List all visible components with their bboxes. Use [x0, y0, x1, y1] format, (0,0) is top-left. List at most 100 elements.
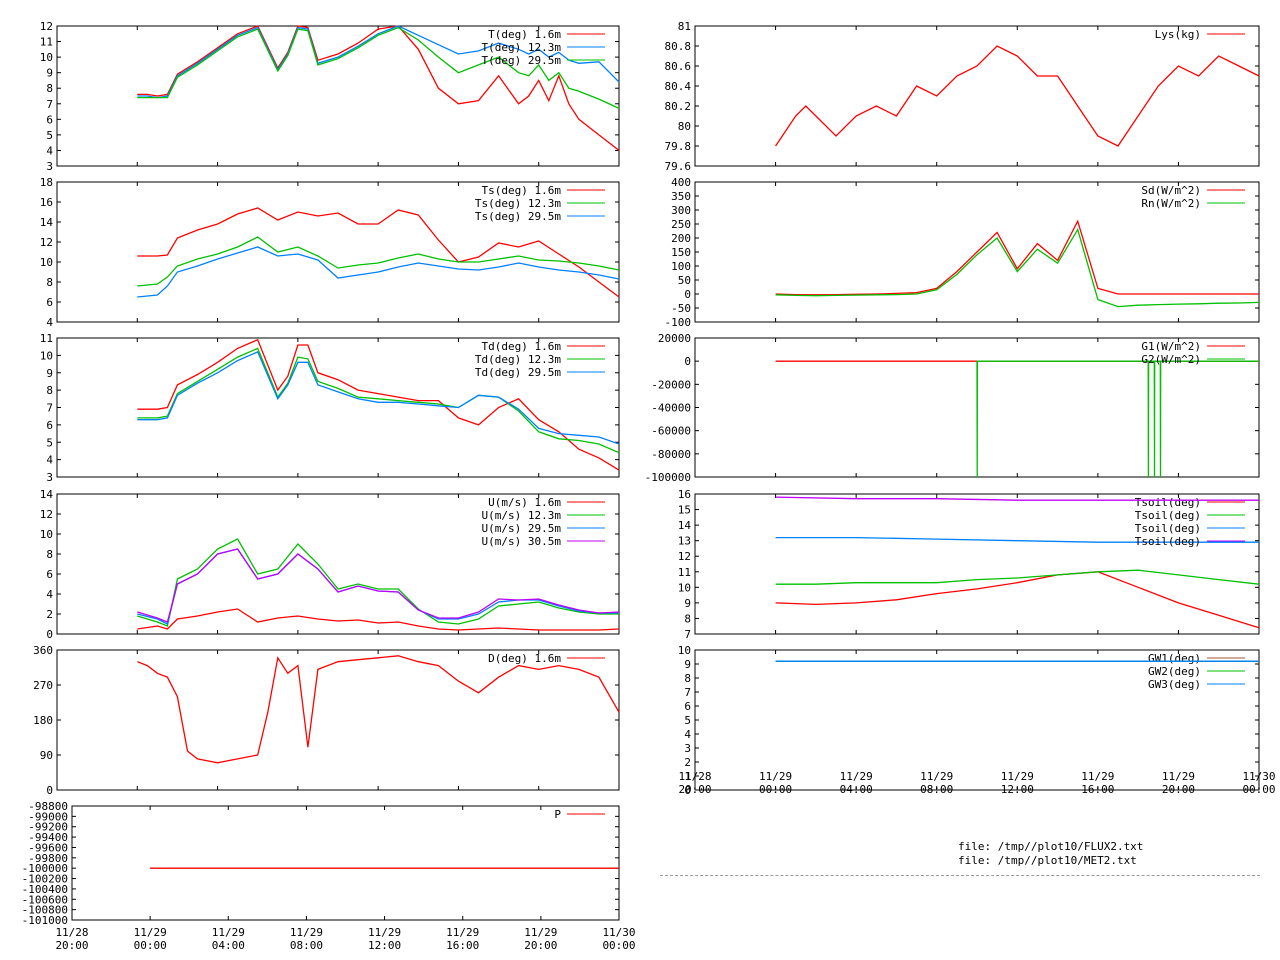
dew-temp-legend-label-2: Td(deg) 29.5m — [475, 366, 561, 379]
right-time-label: 08:00 — [920, 783, 953, 796]
wind-speed-series-2 — [137, 548, 619, 625]
dew-temp-series-0 — [137, 338, 620, 471]
lysimeter-ytick-label: 80.2 — [665, 100, 692, 113]
wind-speed-series-3 — [137, 548, 620, 623]
dew-temp-legend-label-0: Td(deg) 1.6m — [482, 340, 562, 353]
pressure-ytick-label: -100800 — [22, 904, 68, 917]
wind-speed-ytick-label: 2 — [46, 608, 53, 621]
soil-temp-series-0 — [775, 571, 1260, 629]
groundwater-legend-label-2: GW3(deg) — [1148, 678, 1201, 691]
sonic-temp-ytick-label: 6 — [46, 296, 53, 309]
soil-heat-ytick-label: -40000 — [651, 402, 691, 415]
radiation-series-1 — [775, 227, 1260, 308]
lysimeter-ytick-label: 81 — [678, 20, 691, 33]
left-time-label: 20:00 — [55, 939, 88, 952]
radiation-ytick-label: 350 — [671, 190, 691, 203]
pressure-ytick-label: -99000 — [28, 810, 68, 823]
pressure-ytick-label: -101000 — [22, 914, 68, 927]
radiation-ytick-label: -100 — [665, 316, 692, 329]
right-time-label: 20:00 — [1162, 783, 1195, 796]
right-time-label: 16:00 — [1081, 783, 1114, 796]
wind-dir-ytick-label: 90 — [40, 749, 53, 762]
wind-dir-ytick-label: 180 — [33, 714, 53, 727]
dew-temp-ytick-label: 7 — [46, 402, 53, 415]
soil-heat-ytick-label: -20000 — [651, 378, 691, 391]
dew-temp-ytick-label: 6 — [46, 419, 53, 432]
wind-speed-legend-label-2: U(m/s) 29.5m — [482, 522, 562, 535]
soil-temp-ytick-label: 16 — [678, 488, 691, 501]
soil-heat-ytick-label: -60000 — [651, 425, 691, 438]
groundwater-ytick-label: 8 — [684, 672, 691, 685]
right-time-label: 11/29 — [840, 770, 873, 783]
pressure-ytick-label: -100200 — [22, 873, 68, 886]
soil-temp-frame — [694, 493, 1260, 635]
air-temp-ytick-label: 11 — [40, 36, 53, 49]
right-time-label: 11/30 — [1242, 770, 1275, 783]
air-temp-ytick-label: 8 — [46, 82, 53, 95]
left-time-label: 11/28 — [55, 926, 88, 939]
wind-dir-ytick-label: 270 — [33, 679, 53, 692]
wind-speed-ytick-label: 0 — [46, 628, 53, 641]
soil-temp-ytick-label: 10 — [678, 581, 691, 594]
lysimeter-ytick-label: 80.6 — [665, 60, 692, 73]
lysimeter-ytick-label: 79.6 — [665, 160, 692, 173]
right-time-label: 11/28 — [678, 770, 711, 783]
air-temp-series-1 — [137, 25, 620, 99]
soil-temp-legend-label-0: Tsoil(deg) — [1135, 496, 1201, 509]
groundwater-legend-label-0: GW1(deg) — [1148, 652, 1201, 665]
right-time-label: 12:00 — [1001, 783, 1034, 796]
air-temp-ytick-label: 5 — [46, 129, 53, 142]
soil-temp-legend-label-2: Tsoil(deg) — [1135, 522, 1201, 535]
pressure-legend-label-0: P — [554, 808, 561, 821]
wind-speed-ytick-label: 4 — [46, 588, 53, 601]
radiation-legend-label-1: Rn(W/m^2) — [1141, 197, 1201, 210]
lysimeter-ytick-label: 80.4 — [665, 80, 692, 93]
groundwater-ytick-label: 2 — [684, 756, 691, 769]
file-info: file: /tmp//plot10/FLUX2.txt file: /tmp/… — [958, 840, 1143, 868]
soil-temp-legend-label-1: Tsoil(deg) — [1135, 509, 1201, 522]
right-time-label: 11/29 — [1081, 770, 1114, 783]
radiation-ytick-label: 200 — [671, 232, 691, 245]
pressure-ytick-label: -100000 — [22, 862, 68, 875]
wind-dir-frame — [56, 649, 620, 791]
right-time-label: 04:00 — [840, 783, 873, 796]
groundwater-ytick-label: 6 — [684, 700, 691, 713]
soil-temp-series-1 — [775, 569, 1260, 585]
radiation-ytick-label: 0 — [684, 288, 691, 301]
radiation-legend-label-0: Sd(W/m^2) — [1141, 184, 1201, 197]
dew-temp-ytick-label: 3 — [46, 471, 53, 484]
soil-temp-ytick-label: 7 — [684, 628, 691, 641]
wind-speed-ytick-label: 14 — [40, 488, 54, 501]
lysimeter-series-0 — [775, 45, 1260, 147]
groundwater-ytick-label: 7 — [684, 686, 691, 699]
air-temp-ytick-label: 10 — [40, 51, 53, 64]
left-time-label: 11/29 — [368, 926, 401, 939]
left-time-label: 16:00 — [446, 939, 479, 952]
left-time-label: 00:00 — [134, 939, 167, 952]
dew-temp-ytick-label: 9 — [46, 367, 53, 380]
left-time-label: 11/29 — [446, 926, 479, 939]
air-temp-legend-label-0: T(deg) 1.6m — [488, 28, 561, 41]
soil-temp-series-2 — [775, 536, 1259, 543]
wind-dir-legend-label-0: D(deg) 1.6m — [488, 652, 561, 665]
radiation-ytick-label: 50 — [678, 274, 691, 287]
file-line-2: file: /tmp//plot10/MET2.txt — [958, 854, 1137, 867]
left-time-label: 11/29 — [212, 926, 245, 939]
left-time-label: 00:00 — [602, 939, 635, 952]
pressure-ytick-label: -99200 — [28, 821, 68, 834]
soil-heat-series-1 — [976, 360, 1259, 478]
groundwater-ytick-label: 1 — [684, 770, 691, 783]
dew-temp-ytick-label: 11 — [40, 332, 53, 345]
sonic-temp-ytick-label: 12 — [40, 236, 53, 249]
radiation-ytick-label: 400 — [671, 176, 691, 189]
groundwater-ytick-label: 5 — [684, 714, 691, 727]
sonic-temp-ytick-label: 4 — [46, 316, 53, 329]
soil-temp-ytick-label: 15 — [678, 504, 691, 517]
pressure-ytick-label: -99600 — [28, 841, 68, 854]
wind-speed-legend-label-1: U(m/s) 12.3m — [482, 509, 562, 522]
wind-speed-ytick-label: 8 — [46, 548, 53, 561]
soil-heat-ytick-label: -100000 — [645, 471, 691, 484]
dew-temp-ytick-label: 10 — [40, 349, 53, 362]
dew-temp-ytick-label: 4 — [46, 454, 53, 467]
